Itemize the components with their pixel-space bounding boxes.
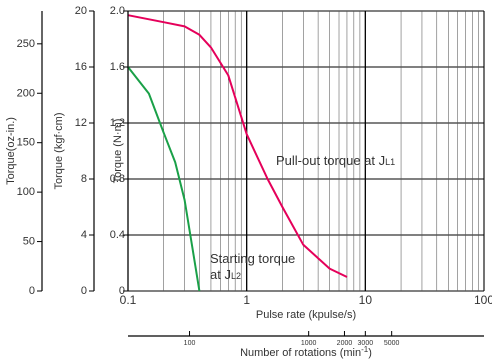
rotations-axis-label: Number of rotations (min-1): [240, 345, 372, 359]
ozin-tick-label: 250: [17, 38, 35, 50]
series-line: [127, 14, 348, 278]
x-tick-label: 100: [474, 293, 492, 307]
x-tick-label: 0.1: [120, 293, 137, 307]
rotations-tick-label: 100: [184, 340, 196, 347]
rotations-tick-label: 5000: [384, 340, 400, 347]
ozin-tick-label: 50: [23, 236, 35, 248]
kgfcm-tick-label: 8: [81, 173, 87, 185]
rotations-tick-label: 1000: [301, 340, 317, 347]
x-tick-label: 1: [243, 293, 250, 307]
series-lines: [127, 14, 348, 292]
y-tick-label: 1.2: [110, 117, 125, 129]
rotations-tick-label: 3000: [358, 340, 374, 347]
y-tick-label: 0.4: [110, 229, 125, 241]
y-tick-label: 2.0: [110, 5, 125, 17]
ozin-tick-label: 200: [17, 87, 35, 99]
pull-out-torque-label: Pull-out torque at JL1: [276, 153, 395, 168]
kgfcm-tick-label: 0: [81, 285, 87, 297]
kgfcm-axis-label: Torque (kgf·cm): [53, 112, 65, 189]
kgfcm-tick-label: 16: [75, 61, 87, 73]
x-axis-label: Pulse rate (kpulse/s): [256, 309, 356, 321]
y-axis-label: Torque (N·m): [112, 119, 124, 184]
grid: [127, 10, 485, 292]
y-tick-label: 0: [119, 285, 125, 297]
y-tick-label: 1.6: [110, 61, 125, 73]
ozin-tick-label: 100: [17, 186, 35, 198]
ozin-tick-label: 150: [17, 137, 35, 149]
labels: Pull-out torque at JL1 Starting torqueat …: [210, 153, 395, 282]
starting-torque-label: Starting torque: [210, 251, 295, 266]
ozin-tick-label: 0: [29, 285, 35, 297]
axes: 0 0.4 0.8 1.2 1.6 2.0 Torque (N·m) 0.1 1 10 100 Pul…: [5, 5, 492, 359]
series-line: [127, 66, 201, 292]
kgfcm-tick-label: 4: [81, 229, 87, 241]
kgfcm-tick-label: 12: [75, 117, 87, 129]
ozin-axis-label: Torque(oz-in.): [5, 117, 17, 185]
x-tick-label: 10: [359, 293, 373, 307]
rotations-tick-label: 2000: [337, 340, 353, 347]
y-tick-label: 0.8: [110, 173, 125, 185]
kgfcm-tick-label: 20: [75, 5, 87, 17]
starting-torque-label-2: at JL2: [210, 267, 241, 282]
